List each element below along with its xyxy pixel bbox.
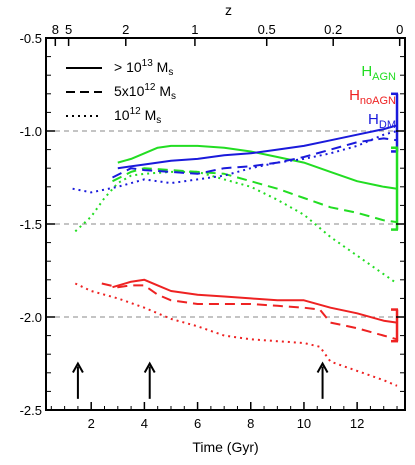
group-label-agn: HAGN — [361, 63, 396, 83]
y-tick-label: -2.0 — [20, 310, 42, 325]
x-tick-label: 8 — [247, 416, 254, 431]
arrow-marker — [143, 361, 156, 399]
arrow-marker — [316, 361, 329, 399]
y-tick-label: -2.5 — [20, 403, 42, 418]
top-tick-label: 1 — [191, 22, 198, 37]
tick-labels: 2 4 6 8 10 12-0.5-1.0-1.5-2.0-2.58 5 2 1 0.5 0.2 0 — [20, 22, 404, 431]
arrow-head — [143, 361, 156, 373]
top-axis-title: z — [225, 2, 232, 18]
group-label-dm: HDM — [368, 111, 396, 131]
legend: > 1013 Ms 5x1012 Ms 1012 Ms — [66, 58, 176, 126]
x-axis-title: Time (Gyr) — [192, 439, 258, 455]
legend-label: 5x1012 Ms — [114, 82, 176, 102]
error-bars — [391, 92, 399, 343]
group-labels: HAGN HnoAGN HDM — [349, 63, 396, 131]
x-tick-label: 6 — [194, 416, 201, 431]
series-dm-solid — [117, 124, 398, 170]
top-tick-label: 0.5 — [258, 22, 276, 37]
group-label-noagn: HnoAGN — [349, 87, 396, 107]
series-dm-dotted — [72, 130, 398, 194]
arrow-marker — [72, 361, 84, 399]
y-tick-label: -0.5 — [20, 31, 42, 46]
series-noagn-dotted — [74, 282, 398, 387]
series-layer — [72, 124, 398, 387]
legend-label: 1012 Ms — [114, 106, 161, 126]
top-tick-label: 0 — [396, 22, 403, 37]
top-tick-label: 2 — [122, 22, 129, 37]
series-agn-dotted — [74, 170, 398, 285]
arrows — [72, 361, 329, 399]
top-tick-label: 8 — [52, 22, 59, 37]
y-tick-label: -1.5 — [20, 217, 42, 232]
x-tick-label: 4 — [141, 416, 148, 431]
legend-label: > 1013 Ms — [114, 58, 173, 78]
top-tick-label: 0.2 — [324, 22, 342, 37]
arrow-head — [72, 361, 84, 373]
arrow-head — [316, 361, 329, 373]
series-agn-solid — [117, 144, 398, 190]
series-agn-dashed — [112, 167, 398, 224]
series-dm-dashed — [112, 137, 398, 179]
x-tick-label: 10 — [297, 416, 311, 431]
series-noagn-dashed — [101, 282, 398, 341]
top-tick-label: 5 — [65, 22, 72, 37]
ticks — [46, 37, 405, 411]
series-noagn-solid — [112, 278, 398, 324]
x-tick-label: 12 — [350, 416, 364, 431]
y-tick-label: -1.0 — [20, 124, 42, 139]
x-tick-label: 2 — [88, 416, 95, 431]
reference-lines — [46, 130, 405, 318]
